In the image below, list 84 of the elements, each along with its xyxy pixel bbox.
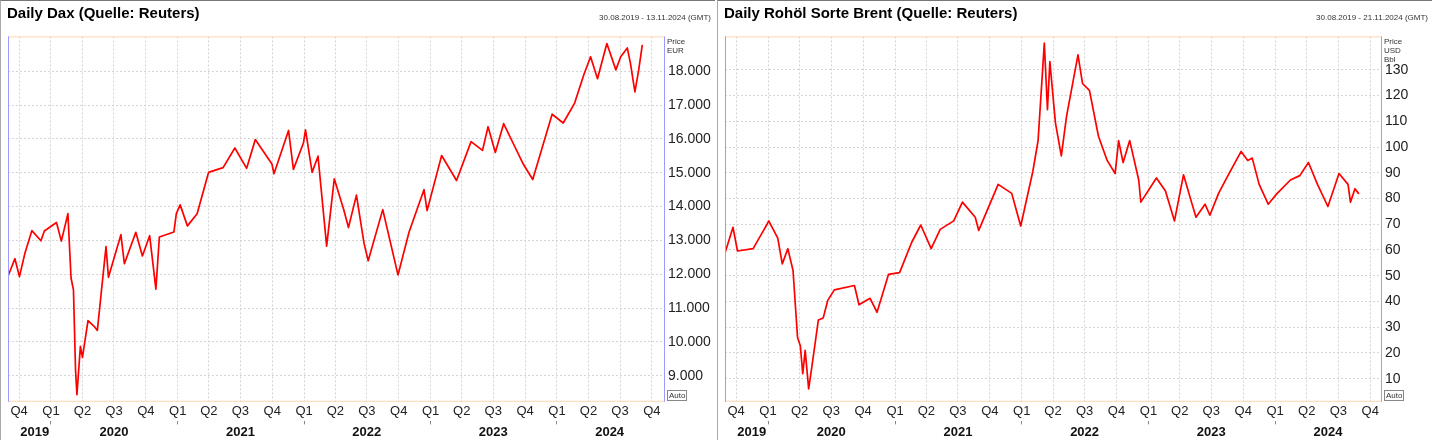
y-axis-title: Price USD Bbl — [1384, 37, 1403, 65]
y-tick-label: 18.000 — [668, 62, 712, 79]
text: Auto — [1384, 389, 1405, 401]
x-tick-label: Q1 — [886, 403, 904, 419]
y-tick-label: 110 — [1385, 112, 1408, 129]
y-tick-label: 80 — [1385, 189, 1401, 206]
y-tick-label: 70 — [1385, 215, 1401, 232]
x-tick-label: Q1 — [421, 403, 440, 419]
x2-tick-label: 2022 — [352, 423, 382, 439]
x2-tick-label: 2023 — [1196, 423, 1226, 439]
y-tick-label: 10.000 — [668, 332, 712, 349]
y-tick-label: 16.000 — [668, 129, 712, 146]
chart-title: Daily Dax (Quelle: Reuters) — [7, 4, 200, 21]
x-tick-label: Q4 — [137, 403, 155, 419]
x-tick-label: Q3 — [822, 403, 840, 419]
x-tick-label: Q4 — [1107, 403, 1126, 419]
y-tick-label: 100 — [1385, 137, 1409, 154]
x-tick-label: Q2 — [790, 403, 809, 419]
chart-title: Daily Rohöl Sorte Brent (Quelle: Reuters) — [724, 4, 1018, 21]
x-tick-label: Q4 — [1234, 403, 1252, 419]
text: Auto — [667, 389, 688, 401]
y-tick-label: 12.000 — [668, 265, 712, 282]
x-tick-label: Q3 — [1075, 403, 1094, 419]
x-tick-label: Q3 — [231, 403, 250, 419]
x-tick-label: Q3 — [358, 403, 376, 419]
chart-subtitle: 30.08.2019 - 21.11.2024 (GMT) — [1316, 13, 1428, 22]
x2-tick-label: 2024 — [1313, 423, 1344, 439]
x-tick-label: Q2 — [453, 403, 471, 419]
x-tick-label: Q1 — [548, 403, 566, 419]
x-tick-label: Q4 — [10, 403, 28, 419]
x-tick-label: Q2 — [1171, 403, 1189, 419]
x2-tick-label: 2019 — [737, 423, 767, 439]
x-tick-label: Q3 — [611, 403, 629, 419]
x-tick-label: Q4 — [981, 403, 999, 419]
x-tick-label: Q1 — [42, 403, 60, 419]
x-tick-label: Q2 — [579, 403, 598, 419]
x2-tick-label: 2019 — [20, 423, 50, 439]
chart-subtitle: 30.08.2019 - 13.11.2024 (GMT) — [599, 13, 711, 22]
x-tick-label: Q4 — [263, 403, 281, 419]
y-tick-label: 17.000 — [668, 95, 712, 112]
x-tick-label: Q3 — [484, 403, 502, 419]
x-tick-label: Q3 — [105, 403, 123, 419]
x-tick-label: Q4 — [1361, 403, 1379, 419]
y-tick-label: 9.000 — [668, 366, 704, 383]
x2-tick-label: 2023 — [478, 423, 508, 439]
y-tick-label: 50 — [1385, 266, 1401, 283]
x-tick-label: Q2 — [73, 403, 92, 419]
x-tick-label: Q1 — [1013, 403, 1031, 419]
x-tick-label: Q1 — [759, 403, 777, 419]
x-tick-label: Q3 — [949, 403, 967, 419]
x2-tick-label: 2021 — [943, 423, 973, 439]
y-tick-label: 14.000 — [668, 197, 712, 214]
x-tick-label: Q1 — [295, 403, 313, 419]
y-tick-label: 15.000 — [668, 163, 712, 180]
x2-tick-label: 2020 — [816, 423, 846, 439]
y-tick-label: 120 — [1385, 86, 1409, 103]
x-tick-label: Q4 — [643, 403, 661, 419]
x-tick-label: Q4 — [390, 403, 408, 419]
x-tick-label: Q3 — [1329, 403, 1347, 419]
x2-tick-label: 2021 — [225, 423, 255, 439]
y-tick-label: 60 — [1385, 240, 1401, 257]
y-tick-label: 13.000 — [668, 231, 712, 248]
y-tick-label: 10 — [1385, 369, 1401, 386]
x-tick-label: Q1 — [169, 403, 187, 419]
x-tick-label: Q4 — [854, 403, 872, 419]
x-tick-label: Q2 — [1298, 403, 1316, 419]
x-tick-label: Q2 — [1044, 403, 1062, 419]
y-tick-label: 30 — [1385, 318, 1401, 335]
y-tick-label: 20 — [1385, 343, 1401, 360]
x2-tick-label: 2022 — [1070, 423, 1100, 439]
x-tick-label: Q2 — [326, 403, 344, 419]
y-tick-label: 90 — [1385, 163, 1401, 180]
x-tick-label: Q1 — [1266, 403, 1284, 419]
x-tick-label: Q2 — [200, 403, 218, 419]
x-tick-label: Q1 — [1139, 403, 1158, 419]
x-tick-label: Q4 — [516, 403, 534, 419]
x2-tick-label: 2020 — [99, 423, 129, 439]
x-tick-label: Q3 — [1202, 403, 1220, 419]
x2-tick-label: 2024 — [595, 423, 625, 439]
x-tick-label: Q4 — [727, 403, 745, 419]
y-axis-title: Price EUR — [667, 37, 687, 56]
y-tick-label: 11.000 — [668, 298, 710, 315]
x-tick-label: Q2 — [917, 403, 935, 419]
y-tick-label: 40 — [1385, 292, 1401, 309]
